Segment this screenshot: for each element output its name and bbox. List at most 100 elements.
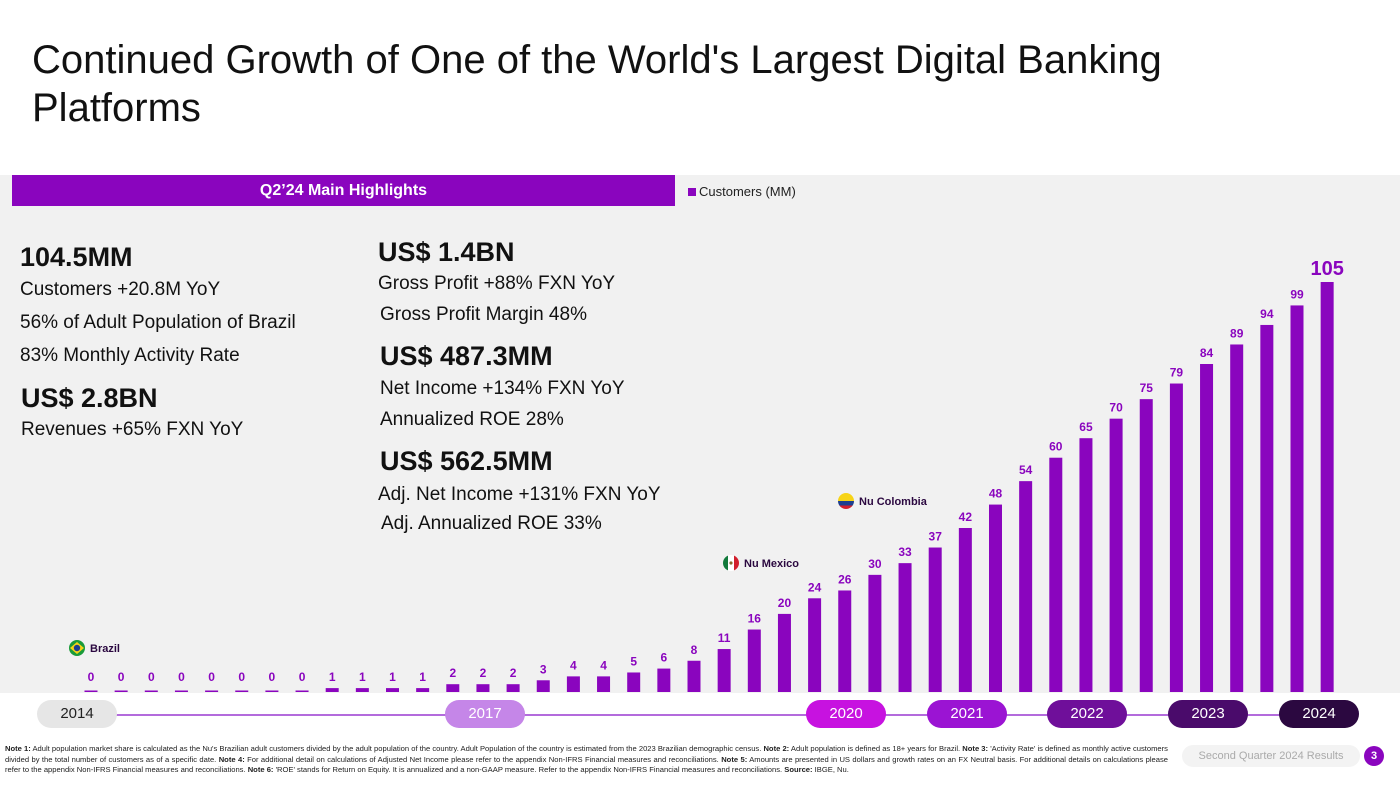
bar-value-label: 105 [1310, 258, 1343, 280]
net-income-yoy: Net Income +134% FXN YoY [380, 378, 625, 399]
footnote-label: Note 1: [5, 744, 31, 753]
highlights-header: Q2’24 Main Highlights [12, 175, 675, 206]
bar-value-label: 26 [838, 572, 852, 586]
bar [1290, 305, 1304, 692]
bar [536, 680, 550, 692]
roe: Annualized ROE 28% [380, 409, 564, 430]
bar [235, 690, 249, 692]
bar-value-label: 4 [570, 658, 577, 672]
bar-value-label: 5 [630, 654, 637, 668]
timeline-year-2014: 2014 [37, 700, 117, 728]
bar [174, 690, 188, 692]
bar-value-label: 0 [148, 670, 155, 684]
bar [1320, 282, 1334, 692]
bar [747, 629, 761, 692]
page-number: 3 [1364, 746, 1384, 766]
adj-net-income-value: US$ 562.5MM [380, 446, 553, 476]
bar-value-label: 1 [329, 670, 336, 684]
bar-value-label: 75 [1140, 381, 1154, 395]
bar [928, 547, 942, 692]
bar-value-label: 11 [718, 631, 731, 645]
bar-value-label: 70 [1109, 401, 1123, 415]
bar [838, 590, 852, 692]
bar-value-label: 60 [1049, 440, 1063, 454]
bar [144, 690, 158, 692]
bar-value-label: 99 [1290, 287, 1304, 301]
gross-profit-margin: Gross Profit Margin 48% [380, 304, 587, 325]
footnote-text: 'Activity Rate' is defined as monthly ac… [5, 744, 1168, 764]
adj-net-income-yoy: Adj. Net Income +131% FXN YoY [378, 484, 661, 505]
bar-value-label: 3 [540, 662, 547, 676]
gross-profit-value: US$ 1.4BN [378, 237, 515, 267]
bar [1200, 364, 1214, 692]
bar [355, 688, 369, 692]
bar-value-label: 33 [898, 545, 912, 559]
timeline-year-2017: 2017 [445, 700, 525, 728]
timeline-year-2023: 2023 [1168, 700, 1248, 728]
net-income-value: US$ 487.3MM [380, 341, 553, 371]
bar [265, 690, 279, 692]
bar-value-label: 79 [1170, 366, 1184, 380]
chart-legend: Customers (MM) [688, 184, 796, 199]
footnote-label: Source: [784, 765, 813, 774]
bar [1079, 438, 1093, 692]
bar-value-label: 54 [1019, 463, 1033, 477]
bar [114, 690, 128, 692]
footnote-label: Note 6: [247, 765, 274, 774]
bar-value-label: 30 [868, 557, 882, 571]
bar [868, 574, 882, 692]
bar-value-label: 6 [661, 651, 668, 665]
bar-value-label: 0 [269, 670, 276, 684]
bar [687, 660, 701, 692]
bar-value-label: 16 [748, 612, 762, 626]
bar-value-label: 1 [419, 670, 426, 684]
bar-value-label: 8 [691, 643, 698, 657]
bar-value-label: 0 [118, 670, 125, 684]
customers-bar-chart: 0 0 0 0 0 0 0 0 1 1 1 1 2 2 2 3 4 4 5 681116202426303337424… [69, 258, 1344, 692]
bar-value-label: 94 [1260, 307, 1274, 321]
footnote-label: Note 2: [763, 744, 790, 753]
footnote-text: For additional detail on calculations of… [244, 754, 722, 764]
bar [566, 676, 580, 692]
bar [416, 688, 430, 692]
content-panel [0, 175, 1400, 693]
timeline-year-2021: 2021 [927, 700, 1007, 728]
bar-value-label: 0 [178, 670, 185, 684]
bar-value-label: 1 [359, 670, 366, 684]
adult-population: 56% of Adult Population of Brazil [20, 312, 296, 333]
footnote: Note 1: Adult population market share is… [5, 744, 1168, 776]
footnote-label: Note 5: [721, 754, 748, 764]
annotation-mexico: Nu Mexico [744, 558, 799, 570]
adj-roe: Adj. Annualized ROE 33% [381, 513, 602, 534]
bar-value-label: 2 [510, 666, 517, 680]
page-title: Continued Growth of One of the World's L… [32, 38, 1162, 130]
bar [989, 504, 1002, 692]
bar [84, 690, 98, 692]
legend-label: Customers (MM) [699, 184, 796, 199]
bar-value-label: 84 [1200, 346, 1214, 360]
bar [717, 649, 731, 692]
footnote-text: Amounts are presented in US dollars and … [5, 754, 1168, 775]
bar [1260, 324, 1274, 692]
bar [476, 684, 490, 692]
bar-value-label: 65 [1079, 420, 1093, 434]
bar-value-label: 2 [480, 666, 487, 680]
bar-value-label: 0 [88, 670, 95, 684]
customers-value: 104.5MM [20, 242, 133, 272]
bar [205, 690, 219, 692]
bar-value-label: 48 [989, 487, 1003, 501]
bar-value-label: 24 [808, 580, 822, 594]
bar-value-label: 37 [929, 530, 943, 544]
bar [1169, 383, 1183, 692]
bar [898, 563, 912, 692]
footnote-label: Note 3: [962, 744, 989, 753]
timeline-line [60, 714, 1350, 716]
revenues-yoy: Revenues +65% FXN YoY [21, 419, 244, 440]
customers-yoy: Customers +20.8M YoY [20, 279, 221, 300]
mexico-flag-icon [723, 555, 739, 571]
footnote-text: Adult population market share is calcula… [30, 744, 764, 753]
footer-label: Second Quarter 2024 Results [1182, 745, 1360, 767]
gross-profit-yoy: Gross Profit +88% FXN YoY [378, 273, 616, 294]
footnote-text: IBGE, Nu. [812, 765, 849, 774]
bar-value-label: 42 [959, 510, 973, 524]
